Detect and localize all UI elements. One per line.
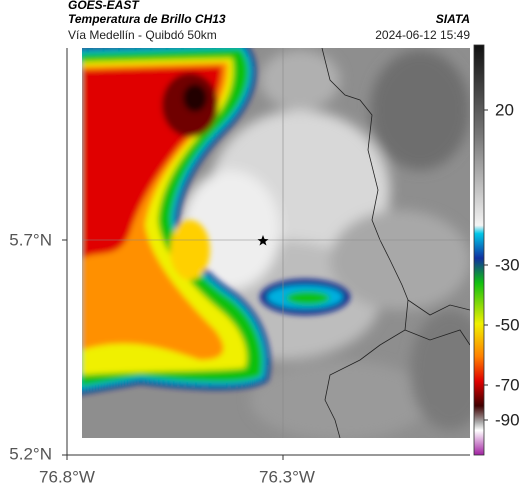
colorbar-ticks bbox=[484, 109, 488, 421]
timestamp: 2024-06-12 15:49 bbox=[375, 28, 470, 42]
colorbar bbox=[473, 44, 485, 456]
source-label: GOES-EAST bbox=[68, 0, 140, 12]
map-frame bbox=[62, 48, 470, 460]
colorbar-tick-label: -50 bbox=[495, 315, 520, 334]
colorbar-tick-label: -30 bbox=[495, 255, 520, 274]
colorbar-tick-label: -90 bbox=[495, 410, 520, 429]
colorbar-tick-label: -70 bbox=[495, 375, 520, 394]
colorbar-tick-label: 20 bbox=[495, 100, 514, 119]
map-title: Temperatura de Brillo CH13 bbox=[68, 12, 226, 26]
lat-tick-label: 5.7°N bbox=[9, 230, 52, 249]
map-subtitle: Vía Medellín - Quibdó 50km bbox=[68, 28, 217, 42]
lat-tick-label: 5.2°N bbox=[9, 444, 52, 463]
lon-tick-label: 76.3°W bbox=[259, 467, 315, 486]
satellite-image bbox=[82, 48, 470, 438]
brand-label: SIATA bbox=[436, 12, 470, 26]
lon-tick-label: 76.8°W bbox=[39, 467, 95, 486]
